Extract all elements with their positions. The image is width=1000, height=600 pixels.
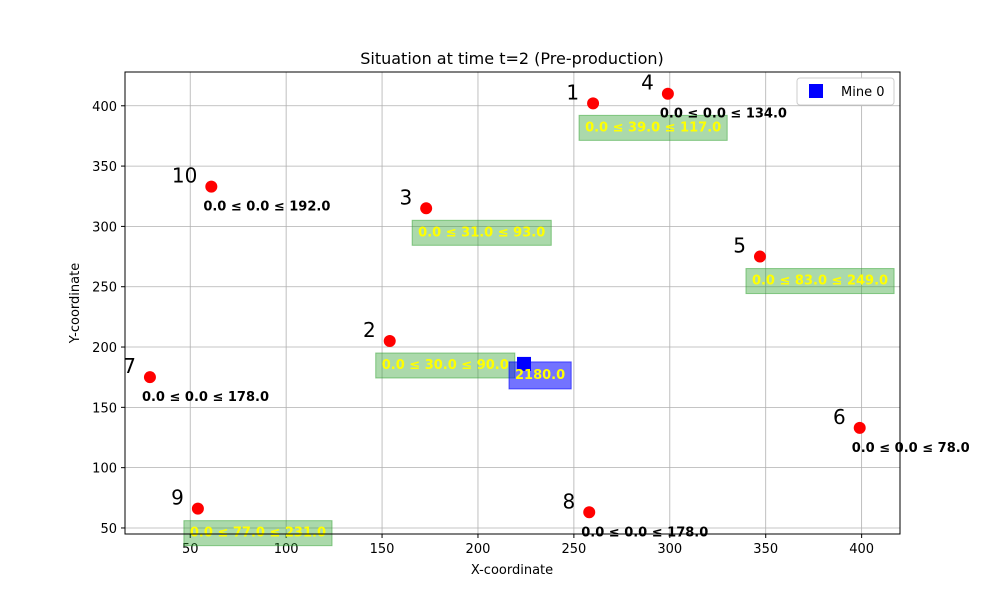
axis-ticks: 50 100 150 200 250 300 350 40050100150200250300… [92, 100, 874, 557]
range-label-6: 0.0 ≤ 0.0 ≤ 78.0 [852, 441, 970, 456]
range-box-5 [745, 268, 895, 295]
y-tick-label: 100 [92, 462, 117, 477]
point-id-label-5: 5 [733, 234, 746, 258]
range-label-8: 0.0 ≤ 0.0 ≤ 178.0 [581, 525, 708, 540]
range-box-1 [578, 114, 728, 141]
point-id-label-10: 10 [172, 164, 197, 188]
x-tick-label: 300 [657, 542, 682, 557]
point-id-label-2: 2 [363, 318, 376, 342]
y-tick-label: 200 [92, 341, 117, 356]
legend-label-mine: Mine 0 [841, 85, 884, 100]
point-marker-9 [191, 502, 204, 515]
mine-marker [517, 356, 532, 371]
range-label-1: 0.0 ≤ 39.0 ≤ 117.0 [585, 120, 721, 135]
y-tick-label: 400 [92, 100, 117, 115]
point-id-label-3: 3 [399, 185, 412, 209]
point-marker-5 [753, 250, 766, 263]
point-id-label-9: 9 [171, 486, 184, 510]
range-box-2 [375, 352, 516, 379]
point-marker-1 [587, 97, 600, 110]
point-marker-2 [383, 334, 396, 347]
point-id-label-1: 1 [566, 80, 579, 104]
point-marker-6 [853, 421, 866, 434]
data-labels: 1 0.0 ≤ 39.0 ≤ 117.0 2 0.0 ≤ 30.0 ≤ 90.0 3 0.… [123, 71, 970, 541]
range-label-7: 0.0 ≤ 0.0 ≤ 178.0 [142, 390, 269, 405]
point-id-label-6: 6 [833, 405, 846, 429]
x-tick-label: 400 [849, 542, 874, 557]
x-tick-label: 250 [561, 542, 586, 557]
y-axis-label: Y-coordinate [68, 263, 83, 344]
y-tick-label: 150 [92, 401, 117, 416]
x-tick-label: 200 [466, 542, 491, 557]
grid [125, 72, 900, 534]
range-label-2: 0.0 ≤ 30.0 ≤ 90.0 [382, 358, 509, 373]
point-id-label-8: 8 [562, 489, 575, 513]
legend: Mine 0 [796, 77, 895, 106]
range-label-9: 0.0 ≤ 77.0 ≤ 231.0 [190, 526, 326, 541]
point-marker-8 [583, 506, 596, 519]
point-id-label-4: 4 [641, 71, 654, 95]
y-tick-label: 250 [92, 281, 117, 296]
point-marker-7 [143, 371, 156, 384]
x-tick-label: 350 [753, 542, 778, 557]
x-axis-label: X-coordinate [471, 563, 553, 578]
y-tick-label: 350 [92, 160, 117, 175]
range-label-5: 0.0 ≤ 83.0 ≤ 249.0 [752, 274, 888, 289]
y-tick-label: 50 [100, 522, 117, 537]
y-tick-label: 300 [92, 220, 117, 235]
legend-swatch-mine [809, 84, 823, 98]
range-label-3: 0.0 ≤ 31.0 ≤ 93.0 [418, 225, 545, 240]
point-marker-10 [205, 180, 218, 193]
range-box-9 [183, 520, 333, 547]
range-box-3 [411, 219, 552, 246]
plot-frame [124, 71, 901, 535]
point-marker-3 [420, 202, 433, 215]
x-tick-label: 150 [370, 542, 395, 557]
range-label-4: 0.0 ≤ 0.0 ≤ 134.0 [660, 107, 787, 122]
mine-value-label: 2180.0 [515, 368, 565, 383]
data-marks [143, 87, 866, 519]
point-id-label-7: 7 [123, 354, 136, 378]
point-marker-4 [661, 87, 674, 100]
range-label-10: 0.0 ≤ 0.0 ≤ 192.0 [203, 200, 330, 215]
chart-title: Situation at time t=2 (Pre-production) [360, 49, 664, 68]
